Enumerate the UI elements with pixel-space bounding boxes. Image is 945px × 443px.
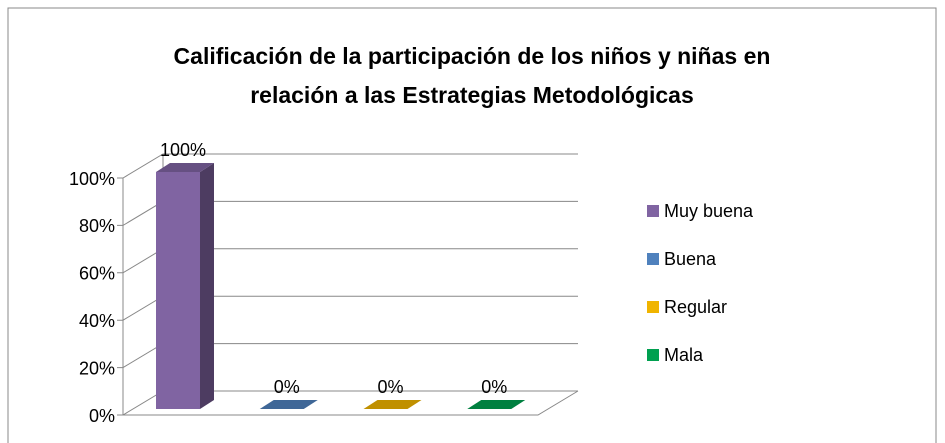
bar-top — [467, 400, 526, 409]
y-tick-label: 0% — [89, 406, 115, 426]
bar-top — [259, 400, 318, 409]
y-tick-label: 60% — [79, 264, 115, 284]
y-tick-label: 80% — [79, 216, 115, 236]
legend-swatch — [647, 253, 659, 265]
legend-swatch — [647, 205, 659, 217]
data-label: 100% — [160, 140, 206, 160]
grid-line — [117, 390, 578, 416]
grid-line — [117, 200, 578, 226]
bar-top — [363, 400, 422, 409]
grid-line — [117, 343, 578, 369]
bar-side — [200, 163, 214, 409]
grid-line — [117, 153, 578, 179]
grid-line — [117, 248, 578, 274]
data-label: 0% — [481, 377, 507, 397]
grid-line — [117, 295, 578, 321]
bar-top — [156, 163, 214, 172]
y-tick-label: 100% — [69, 169, 115, 189]
legend-label: Regular — [664, 297, 727, 317]
legend-label: Buena — [664, 249, 717, 269]
legend-label: Muy buena — [664, 201, 754, 221]
bar — [156, 172, 200, 409]
data-label: 0% — [274, 377, 300, 397]
y-tick-label: 40% — [79, 311, 115, 331]
y-tick-label: 20% — [79, 358, 115, 378]
legend-swatch — [647, 349, 659, 361]
legend-label: Mala — [664, 345, 704, 365]
chart-border — [7, 7, 937, 443]
chart-title: relación a las Estrategias Metodológicas — [250, 82, 694, 108]
legend-swatch — [647, 301, 659, 313]
data-label: 0% — [377, 377, 403, 397]
axis-wall — [122, 178, 579, 416]
chart-title: Calificación de la participación de los … — [174, 43, 771, 69]
